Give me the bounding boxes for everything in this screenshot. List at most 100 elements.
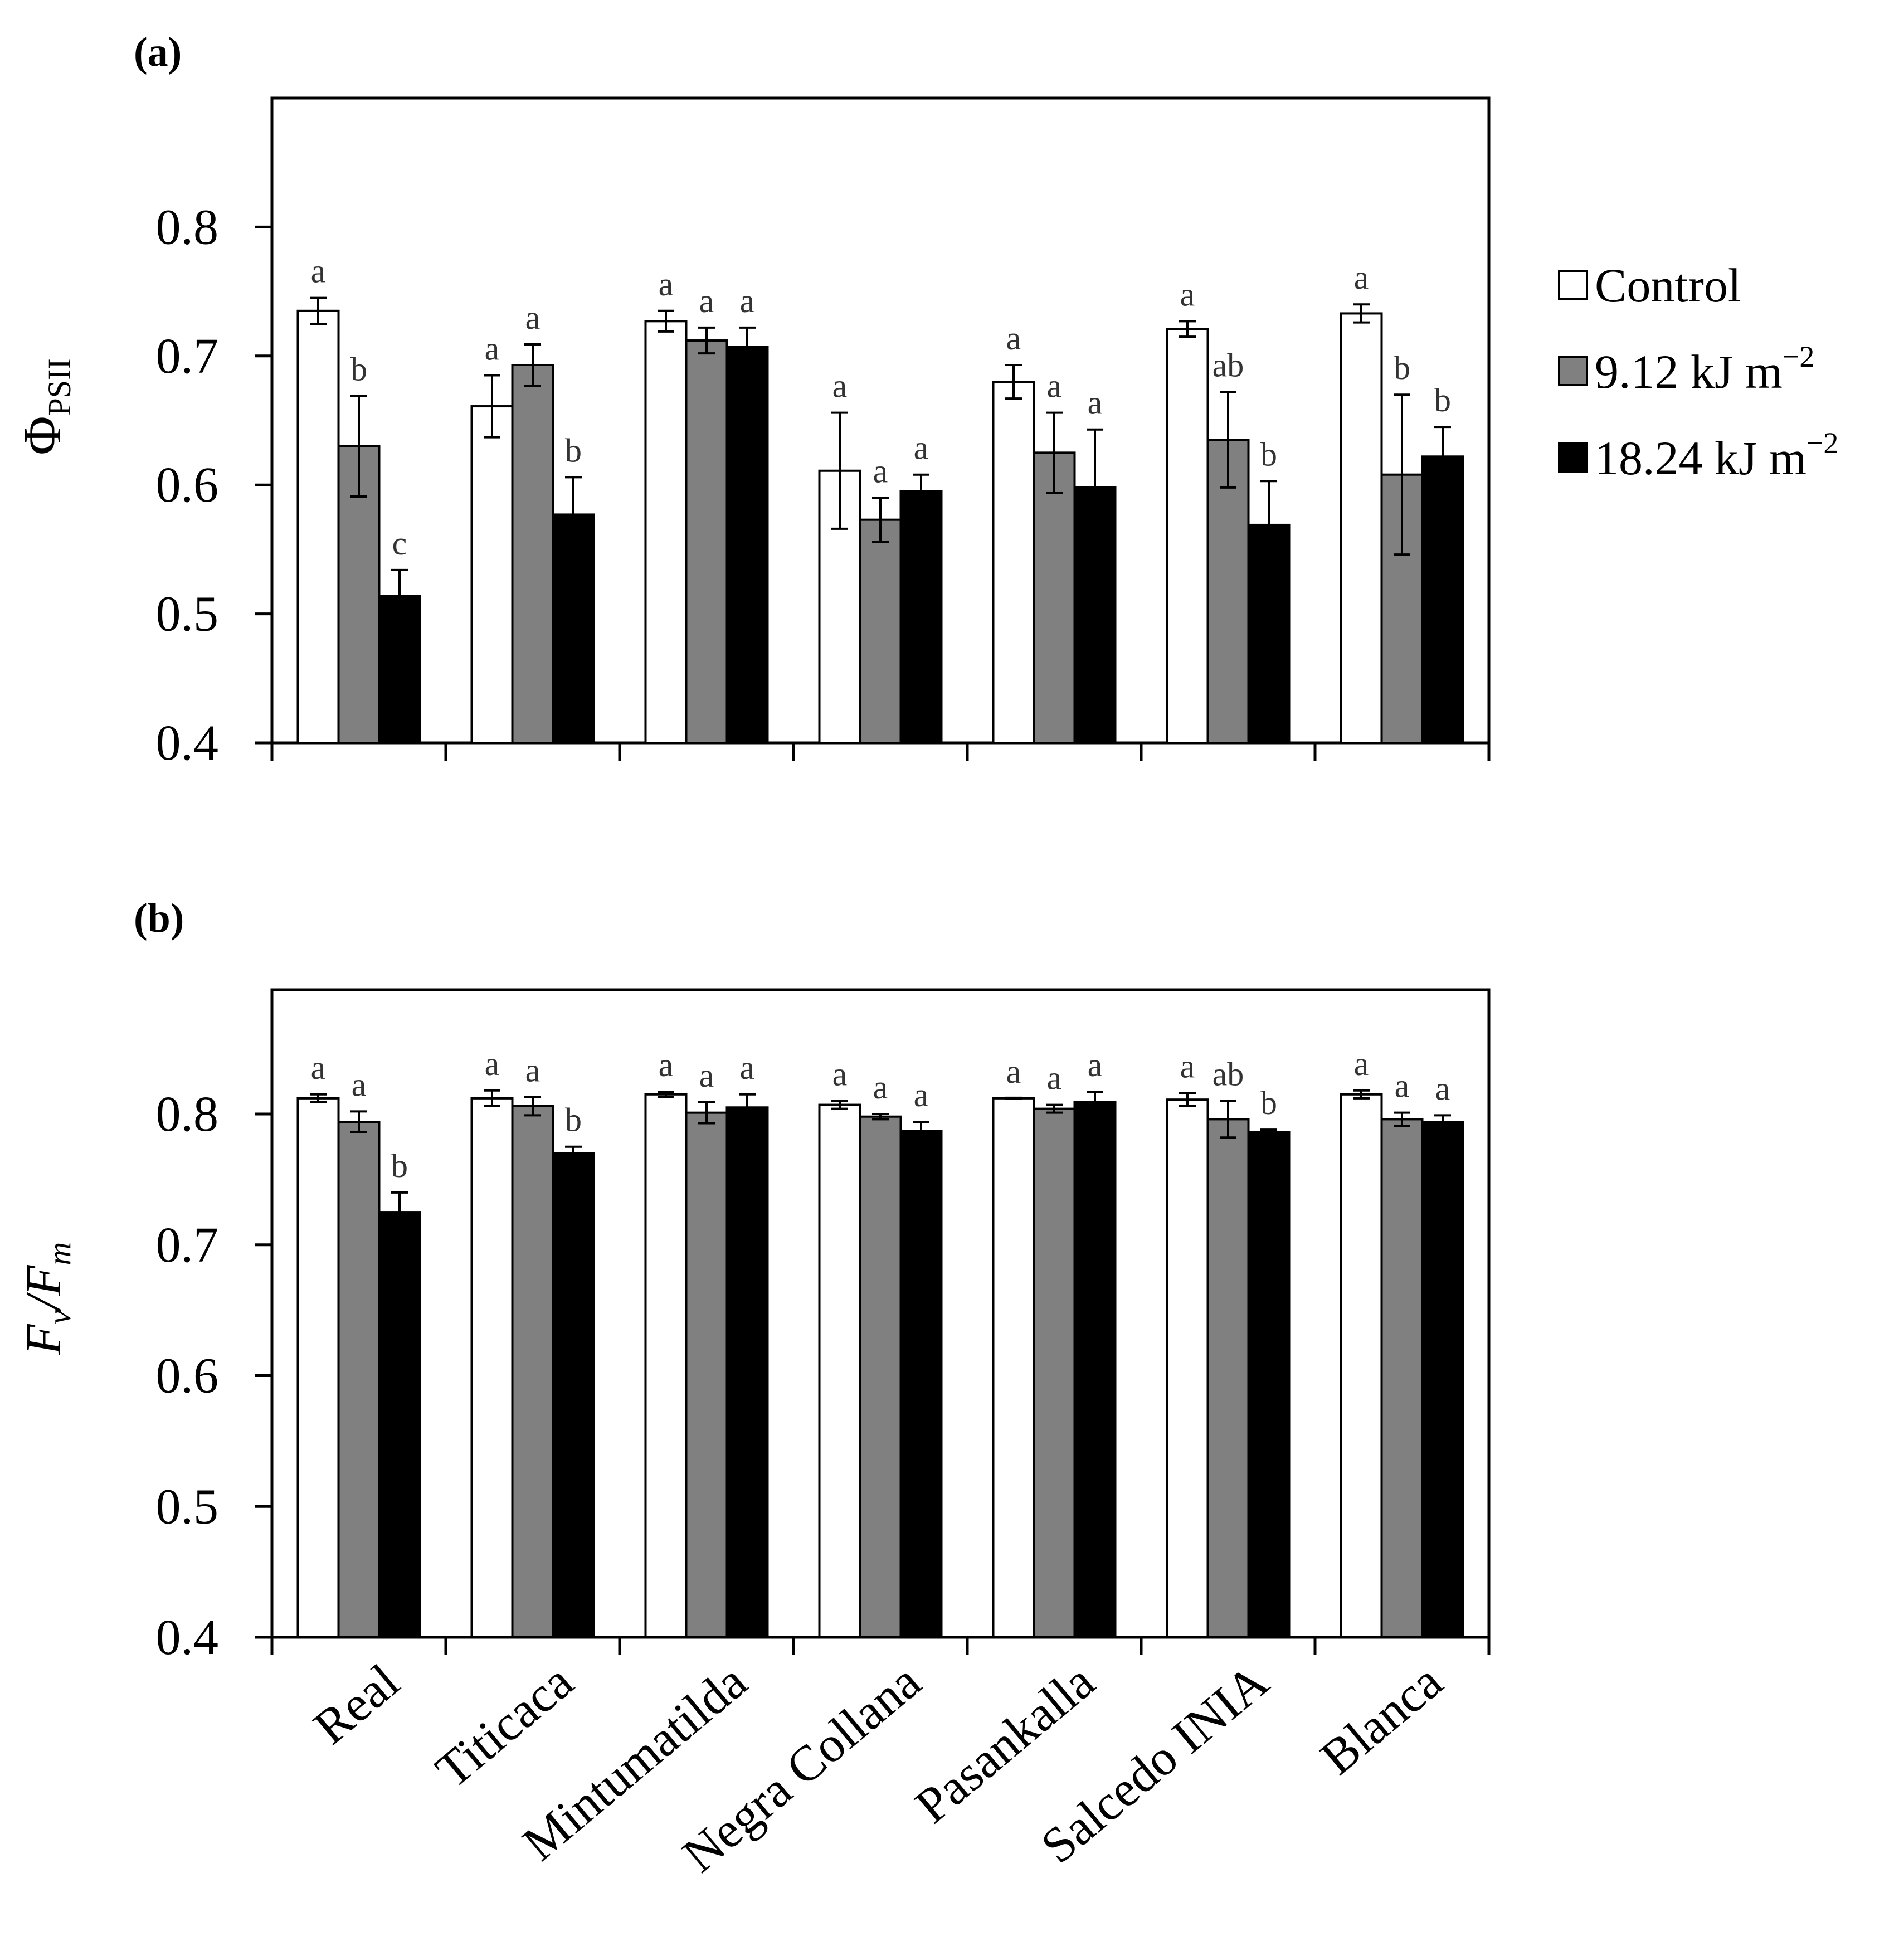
bar — [685, 1111, 728, 1638]
significance-letter: ab — [1212, 1056, 1244, 1093]
y-tick-label: 0.5 — [156, 587, 219, 642]
y-tick-label: 0.8 — [156, 200, 219, 255]
significance-letter: a — [1354, 1045, 1369, 1082]
x-category-label: Titicaca — [426, 1653, 583, 1798]
legend-label: 18.24 kJ m−2 — [1595, 426, 1838, 485]
panel-b-chart: (b)0.40.50.60.70.8Fv/Fma aba aba a a a a aa a a a a… — [16, 896, 1491, 1665]
bar — [1421, 455, 1464, 744]
bar — [992, 1097, 1035, 1639]
significance-letter: b — [1434, 382, 1451, 419]
significance-letter: a — [1435, 1070, 1450, 1107]
y-tick-label: 0.5 — [156, 1479, 219, 1534]
y-tick-label: 0.8 — [156, 1087, 219, 1142]
significance-letter: a — [311, 1049, 326, 1086]
bar — [725, 1106, 769, 1638]
panel-label: (a) — [134, 30, 182, 75]
bar — [470, 1097, 514, 1639]
bar — [1033, 1107, 1076, 1639]
significance-letter: a — [1006, 1053, 1021, 1090]
bar — [470, 405, 514, 744]
significance-letter: a — [352, 1066, 367, 1103]
bar — [1166, 328, 1209, 744]
significance-letter: a — [740, 283, 755, 319]
y-tick-label: 0.6 — [156, 1349, 219, 1404]
bar — [1340, 1093, 1383, 1638]
bar — [378, 1211, 421, 1639]
bar — [859, 1115, 902, 1638]
bar — [337, 1121, 381, 1638]
significance-letter: b — [565, 432, 582, 469]
bar — [899, 490, 943, 745]
significance-letter: a — [1395, 1068, 1410, 1105]
significance-letter: a — [659, 266, 674, 303]
bar — [685, 339, 728, 744]
bar — [1380, 1118, 1424, 1638]
x-category-label: Blanca — [1311, 1653, 1453, 1785]
bar — [644, 1093, 688, 1638]
y-axis-label: Fv/Fm — [16, 1242, 77, 1356]
significance-letter: a — [873, 453, 888, 489]
y-tick-label: 0.4 — [156, 716, 219, 771]
significance-letter: a — [699, 283, 714, 319]
significance-letter: a — [525, 1052, 540, 1088]
bar — [1206, 1118, 1250, 1638]
bar — [511, 363, 554, 744]
significance-letter: b — [565, 1102, 582, 1139]
significance-letter: a — [1180, 1048, 1195, 1084]
significance-letter: a — [311, 253, 326, 290]
bar — [337, 445, 381, 744]
bar — [296, 1097, 340, 1639]
x-category-label: Real — [304, 1653, 410, 1755]
significance-letter: a — [914, 430, 929, 466]
legend-swatch — [1558, 356, 1588, 386]
bar — [552, 1152, 595, 1638]
bar — [1421, 1121, 1464, 1638]
bar — [1247, 1131, 1291, 1638]
significance-letter: a — [1180, 276, 1195, 313]
significance-letter: a — [740, 1049, 755, 1086]
legend-label: Control — [1595, 259, 1741, 312]
panel-label: (b) — [134, 896, 184, 941]
bar — [899, 1130, 943, 1638]
bar — [1340, 312, 1383, 744]
bar — [1033, 451, 1076, 744]
significance-letter: c — [392, 525, 407, 562]
significance-letter: b — [391, 1147, 408, 1184]
significance-letter: a — [832, 1056, 848, 1093]
y-tick-label: 0.7 — [156, 329, 219, 384]
significance-letter: b — [350, 351, 367, 388]
y-tick-label: 0.6 — [156, 458, 219, 513]
legend-swatch — [1558, 442, 1588, 473]
significance-letter: a — [873, 1069, 888, 1106]
significance-letter: a — [1354, 259, 1369, 296]
significance-letter: a — [832, 368, 848, 405]
significance-letter: a — [699, 1057, 714, 1094]
significance-letter: a — [485, 330, 500, 367]
bar — [992, 381, 1035, 744]
bar — [511, 1105, 554, 1639]
significance-letter: a — [914, 1077, 929, 1113]
significance-letter: b — [1394, 349, 1410, 386]
significance-letter: a — [1006, 320, 1021, 357]
significance-letter: a — [485, 1045, 500, 1082]
bar — [378, 595, 421, 744]
y-axis-label: ΦPSII — [12, 358, 77, 455]
bar — [818, 1103, 861, 1638]
significance-letter: a — [525, 299, 540, 336]
significance-letter: b — [1260, 1084, 1277, 1121]
legend: Control 9.12 kJ m−2 18.24 kJ m−2 — [1558, 259, 1838, 485]
bar — [296, 309, 340, 744]
significance-letter: a — [1047, 368, 1062, 405]
legend-label: 9.12 kJ m−2 — [1595, 340, 1814, 398]
legend-swatch — [1558, 270, 1588, 300]
bar — [859, 518, 902, 744]
significance-letter: a — [659, 1047, 674, 1083]
significance-letter: ab — [1212, 347, 1244, 384]
bar — [644, 320, 688, 744]
bar — [1166, 1098, 1209, 1638]
bar — [725, 346, 769, 744]
bar — [1073, 1101, 1117, 1638]
